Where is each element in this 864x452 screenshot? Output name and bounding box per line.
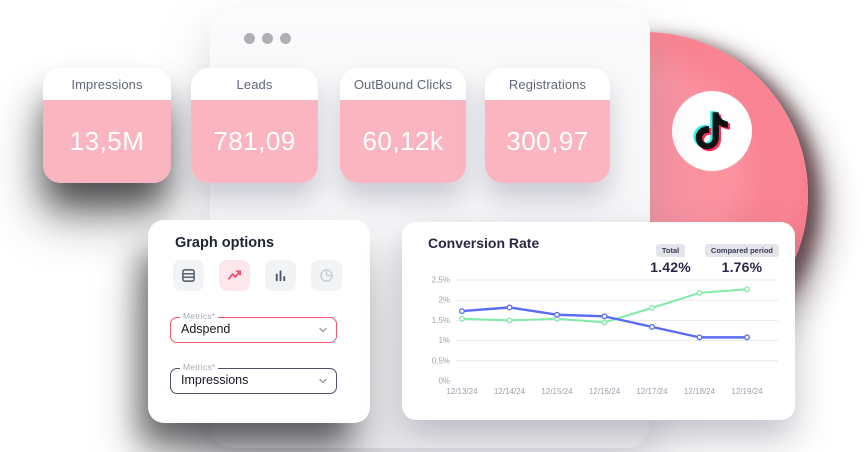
graph-options-panel: Graph options bbox=[148, 220, 370, 423]
metric-label: Leads bbox=[191, 68, 318, 100]
conversion-summary: Total 1.42% Compared period 1.76% bbox=[650, 244, 779, 275]
line-chart-view-button[interactable] bbox=[219, 260, 250, 291]
metric-label: OutBound Clicks bbox=[340, 68, 466, 100]
metric-value: 300,97 bbox=[485, 100, 610, 183]
tiktok-logo bbox=[672, 91, 752, 171]
total-value: 1.42% bbox=[650, 259, 691, 275]
svg-text:12/15/24: 12/15/24 bbox=[541, 387, 573, 396]
select-value: Adspend bbox=[181, 322, 231, 336]
bar-chart-view-button[interactable] bbox=[265, 260, 296, 291]
graph-options-title: Graph options bbox=[175, 235, 275, 251]
bar-chart-icon bbox=[275, 270, 286, 282]
window-dot-icon bbox=[262, 33, 273, 44]
svg-text:0%: 0% bbox=[438, 377, 450, 386]
compared-period-summary: Compared period 1.76% bbox=[704, 244, 779, 275]
window-dot-icon bbox=[280, 33, 291, 44]
svg-text:12/14/24: 12/14/24 bbox=[494, 387, 526, 396]
conversion-rate-title: Conversion Rate bbox=[428, 235, 540, 251]
trend-line-icon bbox=[227, 270, 242, 280]
metric-value: 13,5M bbox=[43, 100, 171, 183]
chevron-down-icon bbox=[319, 327, 327, 333]
svg-text:2,5%: 2,5% bbox=[432, 276, 450, 285]
select-value: Impressions bbox=[181, 373, 249, 387]
metric-card-leads: Leads 781,09 bbox=[191, 68, 318, 183]
metric-label: Impressions bbox=[43, 68, 171, 100]
window-controls[interactable] bbox=[244, 33, 291, 44]
svg-text:12/18/24: 12/18/24 bbox=[684, 387, 716, 396]
compared-period-badge: Compared period bbox=[704, 244, 779, 257]
svg-text:0,5%: 0,5% bbox=[432, 356, 450, 365]
chart-type-toolbar bbox=[173, 260, 342, 291]
conversion-line-chart: 2,5% 2% 1,5% 1% 0,5% 0%12/13/24 12/14/24 12/15/… bbox=[432, 276, 778, 396]
metric-card-registrations: Registrations 300,97 bbox=[485, 68, 610, 183]
svg-text:1%: 1% bbox=[438, 336, 450, 345]
tiktok-note-icon bbox=[693, 111, 730, 152]
chevron-down-icon bbox=[319, 378, 327, 384]
svg-text:12/16/24: 12/16/24 bbox=[589, 387, 621, 396]
total-summary: Total 1.42% bbox=[650, 244, 691, 275]
conversion-rate-card: Conversion Rate Total 1.42% Compared per… bbox=[402, 222, 795, 420]
total-badge: Total bbox=[655, 244, 686, 257]
metric-value: 781,09 bbox=[191, 100, 318, 183]
select-floating-label: Metrics* bbox=[180, 311, 219, 321]
svg-text:12/17/24: 12/17/24 bbox=[636, 387, 668, 396]
svg-text:12/13/24: 12/13/24 bbox=[446, 387, 478, 396]
window-dot-icon bbox=[244, 33, 255, 44]
table-rows-icon bbox=[182, 269, 195, 282]
pie-chart-icon bbox=[320, 269, 333, 282]
select-floating-label: Metrics* bbox=[180, 362, 219, 372]
metric-value: 60,12k bbox=[340, 100, 466, 183]
metric-card-outbound-clicks: OutBound Clicks 60,12k bbox=[340, 68, 466, 183]
svg-text:2%: 2% bbox=[438, 296, 450, 305]
compared-period-value: 1.76% bbox=[721, 259, 763, 275]
pie-chart-view-button[interactable] bbox=[311, 260, 342, 291]
svg-text:1,5%: 1,5% bbox=[432, 316, 450, 325]
metrics-select-primary[interactable]: Metrics* Adspend bbox=[170, 311, 337, 343]
metric-label: Registrations bbox=[485, 68, 610, 100]
metric-card-impressions: Impressions 13,5M bbox=[43, 68, 171, 183]
svg-text:12/19/24: 12/19/24 bbox=[731, 387, 763, 396]
metrics-select-secondary[interactable]: Metrics* Impressions bbox=[170, 362, 337, 394]
table-view-button[interactable] bbox=[173, 260, 204, 291]
